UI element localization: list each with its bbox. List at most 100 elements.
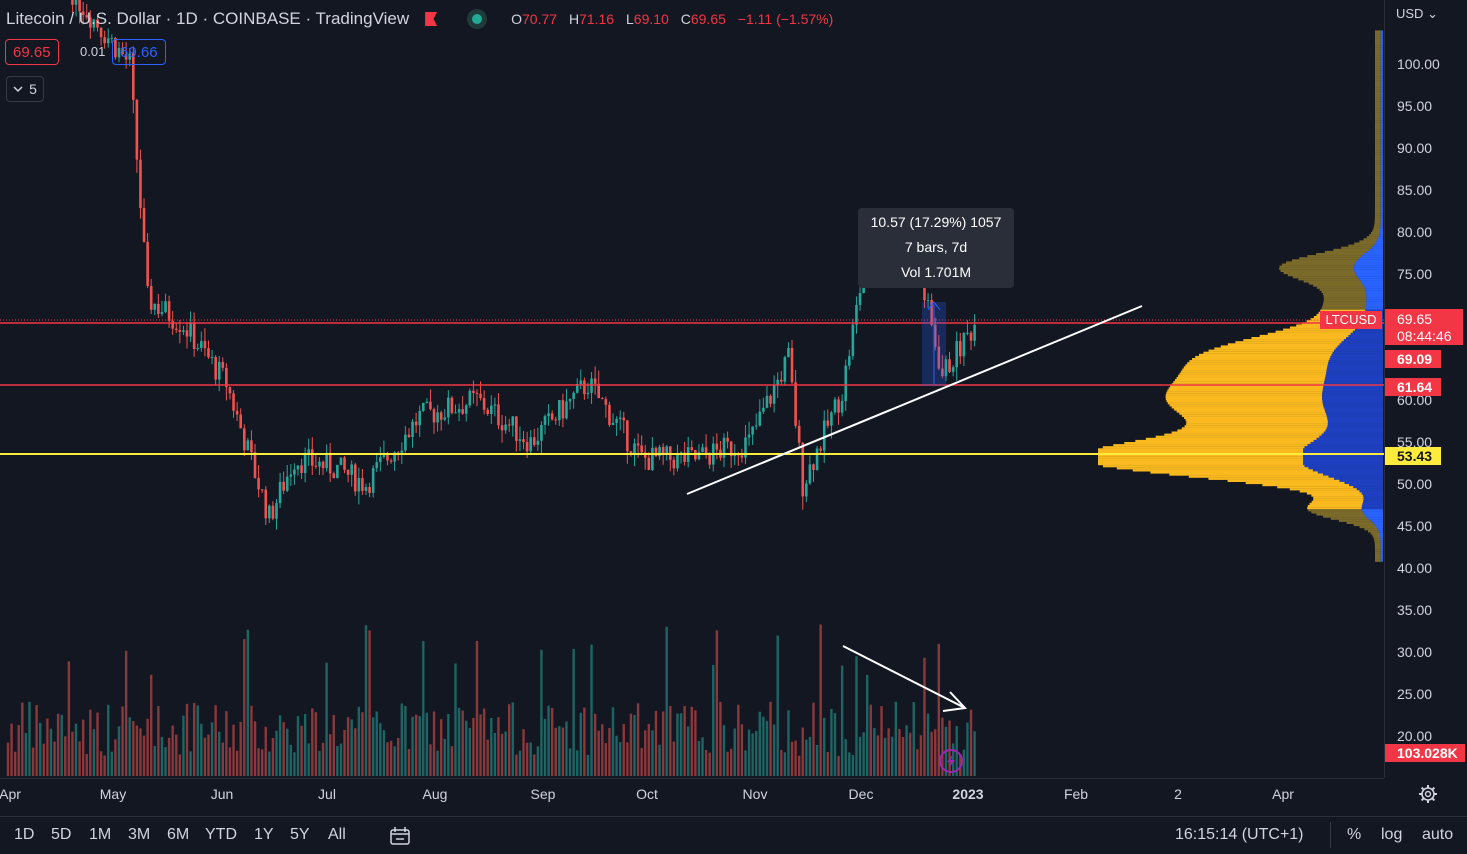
profile-bar-down (1368, 517, 1383, 520)
buy-button[interactable]: 69.66 (112, 39, 166, 65)
trend-line[interactable] (686, 305, 1143, 495)
market-status-icon[interactable] (467, 9, 488, 29)
profile-bar (1375, 49, 1381, 52)
profile-bar (1174, 379, 1325, 382)
symbol-header[interactable]: Litecoin / U.S. Dollar · 1D · COINBASE ·… (6, 8, 841, 30)
clock[interactable]: 16:15:14 (UTC+1) (1175, 826, 1304, 843)
timeframe-button[interactable]: 3M (128, 826, 151, 843)
volume-bar (493, 732, 497, 776)
candle-body (182, 330, 185, 332)
volume-bar (368, 630, 371, 776)
candle-body (153, 303, 157, 310)
profile-bar (1375, 141, 1381, 144)
candle-body (425, 401, 429, 403)
volume-bar (787, 710, 790, 776)
volume-bar (311, 708, 314, 776)
volume-bar (966, 722, 969, 776)
settings-gear-icon[interactable] (1418, 784, 1438, 804)
candle-body (797, 425, 801, 443)
volume-bar (654, 710, 658, 776)
volume-bar (64, 736, 67, 776)
candle-body (164, 301, 167, 313)
profile-bar-down (1380, 544, 1383, 548)
time-axis[interactable] (0, 778, 1384, 815)
lightning-badge[interactable] (939, 749, 963, 773)
volume-bar (200, 723, 203, 776)
measure-arrowhead (927, 301, 941, 311)
candle-body (543, 416, 547, 425)
symbol-title[interactable]: Litecoin / U.S. Dollar · 1D · COINBASE ·… (6, 9, 410, 28)
currency-select[interactable]: USD ⌄ (1396, 6, 1438, 21)
timeframe-button[interactable]: 1M (89, 826, 112, 843)
indicators-toggle[interactable]: 5 (6, 76, 44, 102)
profile-bar-down (1380, 162, 1383, 165)
volume-bar (49, 728, 53, 776)
log-toggle[interactable]: log (1381, 826, 1403, 843)
candle-body (751, 426, 754, 435)
profile-bar (1374, 215, 1381, 218)
profile-bar-down (1380, 118, 1383, 121)
timeframe-button[interactable]: 6M (167, 826, 190, 843)
candle-body (790, 347, 794, 383)
timeframe-button[interactable]: 5Y (290, 826, 310, 843)
profile-bar (1098, 456, 1304, 459)
volume-trend-arrow[interactable] (842, 645, 966, 709)
candle-body (225, 367, 228, 388)
timeframe-button[interactable]: 5D (51, 826, 72, 843)
profile-bar-down (1380, 213, 1383, 216)
indicator-count: 5 (29, 81, 37, 97)
timeframe-button[interactable]: YTD (205, 826, 237, 843)
profile-bar (1259, 334, 1349, 338)
volume-bar (805, 739, 808, 776)
profile-bar-down (1380, 171, 1383, 174)
profile-bar-down (1380, 124, 1383, 128)
candle-body (830, 412, 833, 426)
volume-bar (482, 708, 486, 776)
profile-bar-down (1362, 282, 1383, 285)
candle-body (600, 398, 604, 400)
profile-bar (1098, 448, 1304, 451)
candle-body (357, 478, 361, 492)
volume-bar (661, 711, 665, 776)
profile-bar-down (1380, 227, 1383, 230)
profile-bar-down (1361, 505, 1383, 508)
timeframe-button[interactable]: All (328, 826, 346, 843)
profile-bar (1267, 332, 1351, 335)
profile-bar-down (1364, 286, 1383, 289)
volume-bar (747, 729, 751, 776)
sell-button[interactable]: 69.65 (5, 39, 59, 65)
profile-bar (1188, 475, 1329, 478)
volume-bar (880, 706, 883, 776)
price-change: −1.11 (−1.57%) (737, 11, 834, 27)
profile-bar-down (1380, 78, 1383, 81)
volume-bar (633, 714, 636, 776)
flag-icon[interactable] (425, 12, 438, 26)
profile-bar-down (1327, 421, 1383, 424)
profile-bar-down (1327, 364, 1383, 367)
profile-bar (1370, 532, 1380, 535)
percent-toggle[interactable]: % (1347, 826, 1362, 843)
auto-toggle[interactable]: auto (1422, 826, 1454, 843)
profile-bar-down (1380, 80, 1383, 83)
profile-bar-down (1380, 55, 1383, 58)
candle-body (178, 329, 182, 332)
profile-bar-down (1380, 215, 1383, 218)
timeframe-button[interactable]: 1D (14, 826, 35, 843)
profile-bar-down (1380, 202, 1383, 205)
profile-bar-down (1380, 40, 1383, 44)
candle-body (540, 424, 543, 441)
profile-bar (1308, 282, 1363, 285)
price-axis[interactable] (1384, 0, 1467, 778)
compare-range-icon[interactable] (389, 826, 411, 846)
candle-body (840, 401, 844, 413)
profile-bar-down (1377, 528, 1383, 531)
volume-bar (171, 725, 174, 776)
profile-bar (1171, 431, 1324, 434)
volume-bar (225, 711, 228, 776)
profile-bar (1375, 171, 1381, 174)
timeframe-button[interactable]: 1Y (254, 826, 274, 843)
profile-bar-down (1380, 57, 1383, 60)
profile-bar-down (1371, 246, 1383, 249)
candle-body (493, 404, 497, 406)
